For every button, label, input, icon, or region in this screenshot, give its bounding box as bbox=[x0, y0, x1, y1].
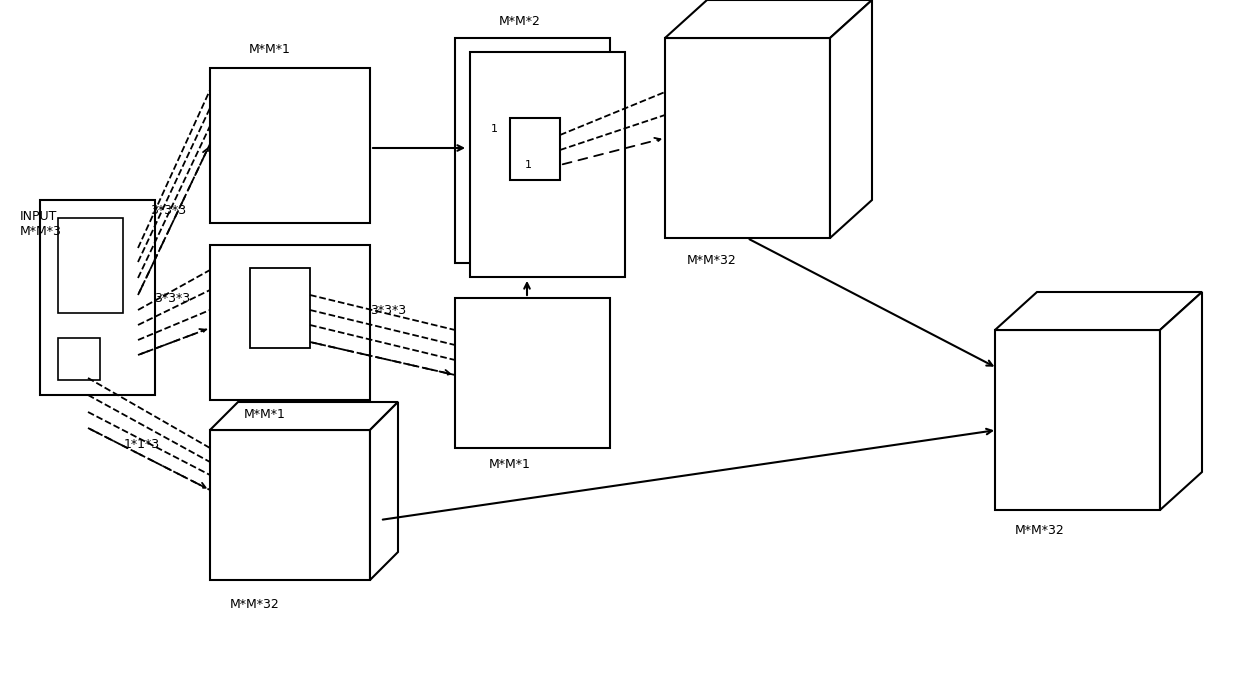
Bar bbox=[510, 118, 560, 180]
Bar bbox=[58, 338, 100, 380]
Polygon shape bbox=[1160, 292, 1202, 510]
Bar bbox=[455, 298, 610, 448]
Text: M*M*32: M*M*32 bbox=[230, 598, 280, 611]
Polygon shape bbox=[995, 330, 1160, 510]
Polygon shape bbox=[830, 0, 872, 238]
Bar bbox=[250, 268, 310, 348]
Bar bbox=[209, 245, 370, 400]
Polygon shape bbox=[209, 402, 398, 430]
Text: M*M*1: M*M*1 bbox=[244, 408, 286, 421]
Text: M*M*1: M*M*1 bbox=[249, 43, 291, 56]
Polygon shape bbox=[209, 430, 370, 580]
Text: M*M*32: M*M*32 bbox=[1015, 524, 1064, 537]
Text: 1: 1 bbox=[491, 124, 498, 134]
Text: M*M*32: M*M*32 bbox=[688, 254, 737, 267]
Bar bbox=[470, 52, 624, 277]
Text: INPUT
M*M*3: INPUT M*M*3 bbox=[20, 210, 62, 238]
Text: M*M*1: M*M*1 bbox=[489, 458, 532, 471]
Text: 1*1*3: 1*1*3 bbox=[124, 438, 160, 451]
Text: 3*3*3: 3*3*3 bbox=[370, 304, 406, 317]
Polygon shape bbox=[665, 0, 872, 38]
Polygon shape bbox=[370, 402, 398, 580]
Polygon shape bbox=[995, 292, 1202, 330]
Text: M*M*2: M*M*2 bbox=[499, 15, 541, 28]
Bar bbox=[40, 200, 155, 395]
Text: 3*3*3: 3*3*3 bbox=[154, 291, 190, 304]
Bar bbox=[455, 38, 610, 263]
Bar bbox=[58, 218, 123, 313]
Polygon shape bbox=[665, 38, 830, 238]
Bar bbox=[209, 68, 370, 223]
Text: 1: 1 bbox=[524, 160, 532, 170]
Text: 3*3*3: 3*3*3 bbox=[150, 204, 186, 217]
